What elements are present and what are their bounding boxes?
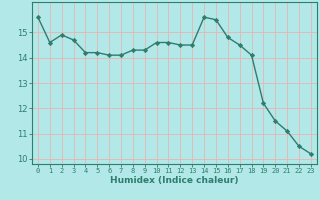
X-axis label: Humidex (Indice chaleur): Humidex (Indice chaleur): [110, 176, 239, 185]
